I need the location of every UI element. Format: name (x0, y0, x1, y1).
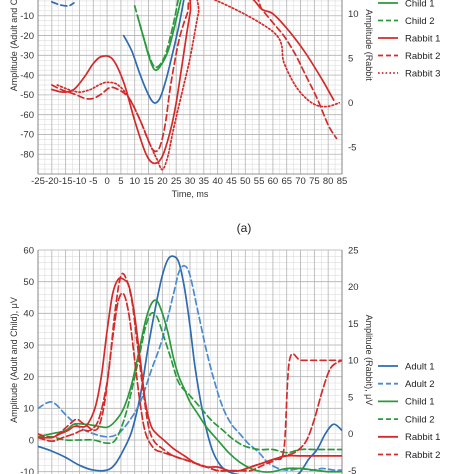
series-line-rabbit-2 (50, 0, 338, 153)
series-line-adult-2 (38, 264, 342, 472)
y-tick-label-left: 50 (23, 277, 34, 288)
x-tick-label: 75 (309, 176, 320, 187)
x-tick-label: 20 (157, 176, 168, 187)
x-tick-label: 35 (199, 176, 210, 187)
series-line-adult-2 (50, 1, 75, 7)
series-group (50, 0, 341, 171)
x-tick-label: -10 (73, 176, 87, 187)
y-tick-label-right: 0 (348, 98, 353, 109)
y-axis-title-left: Amplitude (Adult and C (9, 0, 19, 91)
y-tick-label-left: -10 (20, 11, 34, 22)
legend: Child 1 Child 2 Rabbit 1 Rabbit 2 Rabbit 3 (378, 0, 440, 79)
series-line-rabbit-3 (56, 0, 341, 171)
y-tick-label-right: 20 (348, 282, 359, 293)
legend-label: Rabbit 1 (405, 33, 440, 44)
x-tick-label: -15 (59, 176, 73, 187)
y-tick-label-left: -30 (20, 51, 34, 62)
series-line-rabbit-3 (38, 292, 342, 472)
y-tick-label-left: 60 (23, 245, 34, 256)
y-tick-label-left: 0 (29, 435, 34, 446)
y-tick-label-right: 10 (348, 356, 359, 367)
series-group (38, 255, 342, 474)
y-tick-label-left: -50 (20, 90, 34, 101)
y-tick-label-left: -60 (20, 110, 34, 121)
legend-label: Adult 1 (405, 361, 435, 372)
x-tick-label: 70 (295, 176, 306, 187)
legend-label: Child 2 (405, 16, 435, 27)
y-tick-label-right: 15 (348, 319, 359, 330)
x-tick-label: -25 (31, 176, 45, 187)
x-tick-label: 5 (118, 176, 123, 187)
y-tick-label-right: 5 (348, 54, 353, 65)
legend-label: Rabbit 1 (405, 432, 440, 443)
series-line-adult-1 (122, 0, 185, 104)
x-tick-label: 50 (240, 176, 251, 187)
x-tick-label: 0 (104, 176, 109, 187)
series-line-adult-1 (38, 255, 342, 474)
legend: Adult 1 Adult 2 Child 1 Child 2 Rabbit 1 Rabb… (378, 361, 440, 461)
legend-label: Child 2 (405, 414, 435, 425)
y-tick-label-right: -5 (348, 466, 356, 474)
y-tick-label-left: -80 (20, 150, 34, 161)
x-tick-label: 15 (143, 176, 154, 187)
y-tick-label-left: 30 (23, 340, 34, 351)
legend-label: Rabbit 2 (405, 450, 440, 461)
legend-label: Rabbit 3 (405, 68, 440, 79)
x-tick-label: 30 (185, 176, 196, 187)
y-tick-label-left: -10 (20, 467, 34, 474)
x-tick-label: 55 (254, 176, 265, 187)
y-tick-label-left: 20 (23, 372, 34, 383)
legend-label: Child 1 (405, 397, 435, 408)
y-axis-title-right: Amplitude (Rabbit (364, 9, 374, 81)
legend-label: Child 1 (405, 0, 435, 9)
y-tick-label-left: -40 (20, 70, 34, 81)
x-tick-label: 25 (171, 176, 182, 187)
x-tick-label: 65 (281, 176, 292, 187)
y-tick-label-right: 5 (348, 392, 353, 403)
legend-label: Rabbit 2 (405, 51, 440, 62)
y-tick-label-left: -70 (20, 130, 34, 141)
x-tick-label: 10 (129, 176, 140, 187)
panel-label-a: (a) (237, 221, 252, 235)
x-tick-label: 45 (226, 176, 237, 187)
x-tick-label: 40 (212, 176, 223, 187)
x-tick-label: 85 (337, 176, 348, 187)
x-tick-label: -5 (89, 176, 97, 187)
y-tick-label-right: 0 (348, 429, 353, 440)
y-axis-title-left: Amplitude (Adult and Child), μV (9, 297, 19, 423)
y-tick-label-left: -20 (20, 31, 34, 42)
y-tick-label-right: -5 (348, 143, 356, 154)
series-line-child-2 (38, 311, 342, 454)
series-line-rabbit-1 (50, 0, 335, 165)
y-axis-title-right: Amplitude (Rabbit), μV (364, 315, 374, 406)
x-axis-title: Time, ms (172, 189, 209, 199)
x-tick-label: 60 (268, 176, 279, 187)
y-tick-label-right: 25 (348, 245, 359, 256)
series-line-child-2 (133, 0, 180, 69)
y-tick-label-right: 10 (348, 9, 359, 20)
y-tick-label-left: 40 (23, 309, 34, 320)
x-tick-label: -20 (45, 176, 59, 187)
chart-panel-b: -10 0 10 20 30 40 50 60 -5 0 5 10 15 20 25 Amplitude (A… (9, 245, 440, 474)
legend-label: Adult 2 (405, 379, 435, 390)
y-tick-label-left: 10 (23, 404, 34, 415)
x-tick-label: 80 (323, 176, 334, 187)
